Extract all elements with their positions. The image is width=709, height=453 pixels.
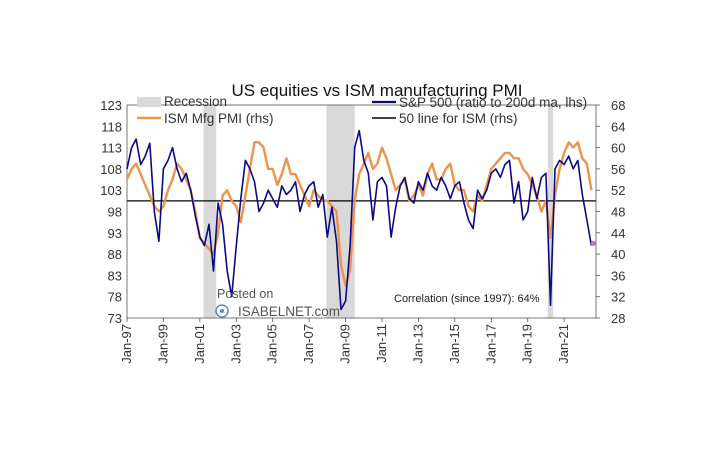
x-tick-label: Jan-19 — [520, 324, 535, 364]
x-tick-label: Jan-05 — [265, 324, 280, 364]
y-left-tick-label: 103 — [100, 183, 122, 198]
y-right-tick-label: 56 — [611, 162, 625, 177]
isabelnet-logo-icon — [215, 304, 229, 318]
y-right-tick-label: 52 — [611, 183, 625, 198]
y-right-tick-label: 36 — [611, 268, 625, 283]
x-tick-label: Jan-17 — [483, 324, 498, 364]
x-tick-label: Jan-07 — [301, 324, 316, 364]
isabelnet-logo-dot-icon — [220, 309, 224, 313]
y-left-tick-label: 73 — [108, 311, 122, 326]
x-tick-label: Jan-97 — [119, 324, 134, 364]
x-tick-label: Jan-13 — [410, 324, 425, 364]
chart-title: US equities vs ISM manufacturing PMI — [231, 81, 522, 100]
y-right-tick-label: 60 — [611, 141, 625, 156]
y-left-tick-label: 98 — [108, 205, 122, 220]
y-left-tick-label: 118 — [101, 119, 122, 134]
y-right-tick-label: 68 — [611, 98, 625, 113]
legend: Recession ISM Mfg PMI (rhs) S&P 500 (rat… — [137, 94, 587, 126]
plot-frame — [126, 104, 597, 319]
y-right-tick-label: 64 — [611, 119, 625, 134]
correlation-annotation: Correlation (since 1997): 64% — [394, 293, 540, 305]
legend-label-sp500: S&P 500 (ratio to 200d ma, lhs) — [399, 95, 587, 110]
recession-band-1 — [203, 105, 217, 318]
y-right-tick-label: 28 — [611, 311, 625, 326]
recession-band-3 — [547, 105, 554, 318]
last-point-marker — [590, 240, 596, 246]
x-tick-label: Jan-03 — [228, 324, 243, 364]
x-tick-label: Jan-11 — [374, 324, 389, 363]
y-left-tick-label: 78 — [108, 290, 122, 305]
series-line-sp500 — [126, 129, 593, 311]
y-right-tick-label: 40 — [611, 247, 625, 262]
x-tick-label: Jan-01 — [192, 324, 207, 364]
right-y-axis: 68 64 60 56 52 48 44 40 36 32 28 — [596, 98, 625, 326]
legend-label-recession: Recession — [164, 94, 227, 109]
legend-swatch-recession — [137, 97, 161, 107]
y-right-tick-label: 48 — [611, 205, 625, 220]
y-left-tick-label: 123 — [100, 98, 122, 113]
y-left-tick-label: 93 — [108, 226, 122, 241]
legend-label-ism: ISM Mfg PMI (rhs) — [164, 111, 274, 126]
y-left-tick-label: 113 — [101, 141, 122, 156]
watermark-site: ISABELNET.com — [238, 304, 340, 319]
x-tick-label: Jan-15 — [447, 324, 462, 364]
watermark: Posted on ISABELNET.com — [215, 287, 340, 319]
y-right-tick-label: 44 — [611, 226, 625, 241]
legend-label-line50: 50 line for ISM (rhs) — [399, 111, 518, 126]
y-left-tick-label: 108 — [100, 162, 122, 177]
x-tick-label: Jan-99 — [155, 324, 170, 364]
y-right-tick-label: 32 — [611, 290, 625, 305]
y-left-tick-label: 88 — [108, 247, 122, 262]
x-tick-label: Jan-09 — [338, 324, 353, 364]
x-tick-label: Jan-21 — [556, 324, 571, 364]
watermark-posted-on: Posted on — [217, 287, 273, 301]
x-axis: Jan-97 Jan-99 Jan-01 Jan-03 Jan-05 Jan-07 Jan-… — [119, 318, 571, 364]
left-y-axis: 123 118 113 108 103 98 93 88 83 78 73 — [100, 98, 122, 326]
y-left-tick-label: 83 — [108, 268, 122, 283]
